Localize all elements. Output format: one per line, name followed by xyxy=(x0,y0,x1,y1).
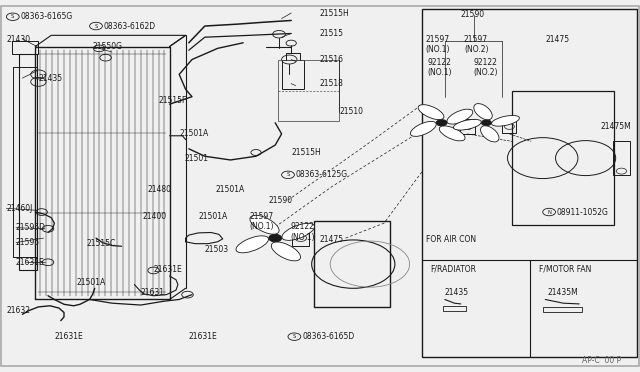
Text: 21631: 21631 xyxy=(141,288,165,296)
Text: 21515C: 21515C xyxy=(86,239,116,248)
Bar xyxy=(502,120,516,133)
Text: 21435M: 21435M xyxy=(547,288,578,296)
Bar xyxy=(422,9,637,357)
Bar xyxy=(613,141,630,175)
Text: 08363-6165D: 08363-6165D xyxy=(302,332,355,341)
Bar xyxy=(460,119,475,134)
Ellipse shape xyxy=(410,121,436,137)
Ellipse shape xyxy=(453,119,481,130)
Text: 92122: 92122 xyxy=(428,58,451,67)
Text: 08363-6165G: 08363-6165G xyxy=(20,12,73,21)
Bar xyxy=(19,54,37,270)
Text: 21480: 21480 xyxy=(147,185,172,194)
Bar xyxy=(282,60,304,89)
Text: 21515H: 21515H xyxy=(320,9,349,17)
Text: 21632: 21632 xyxy=(6,306,31,315)
Text: 08911-1052G: 08911-1052G xyxy=(557,208,609,217)
Text: 21550G: 21550G xyxy=(93,42,123,51)
Text: 21631E: 21631E xyxy=(54,332,83,341)
Text: F/RADIATOR: F/RADIATOR xyxy=(430,264,476,273)
Bar xyxy=(512,91,614,225)
Text: S: S xyxy=(11,14,15,19)
Bar xyxy=(12,41,38,54)
Ellipse shape xyxy=(250,215,279,234)
Text: (NO.2): (NO.2) xyxy=(474,68,498,77)
Bar xyxy=(314,221,390,307)
Text: 21595D: 21595D xyxy=(16,223,46,232)
Text: 21430: 21430 xyxy=(6,35,31,44)
Text: 21516: 21516 xyxy=(320,55,344,64)
Text: (NO.1): (NO.1) xyxy=(250,222,274,231)
Text: (NO.1): (NO.1) xyxy=(291,233,315,242)
Text: 92122: 92122 xyxy=(474,58,497,67)
Text: 21475M: 21475M xyxy=(600,122,631,131)
Text: 21595: 21595 xyxy=(16,238,40,247)
Ellipse shape xyxy=(271,242,301,261)
Text: 08363-6162D: 08363-6162D xyxy=(104,22,156,31)
Bar xyxy=(278,60,339,121)
Ellipse shape xyxy=(439,126,465,141)
Text: 21631E: 21631E xyxy=(189,332,218,341)
Text: 92122: 92122 xyxy=(291,222,314,231)
Ellipse shape xyxy=(282,223,314,240)
Text: 21515: 21515 xyxy=(320,29,344,38)
Text: 21503: 21503 xyxy=(205,245,229,254)
Text: N: N xyxy=(547,209,551,215)
Text: 21501A: 21501A xyxy=(215,185,244,194)
Ellipse shape xyxy=(418,105,444,120)
Text: 21475: 21475 xyxy=(545,35,570,44)
Text: 21515F: 21515F xyxy=(159,96,187,105)
Text: FOR AIR CON: FOR AIR CON xyxy=(426,235,476,244)
Circle shape xyxy=(436,120,447,126)
Text: F/MOTOR FAN: F/MOTOR FAN xyxy=(539,264,591,273)
Text: 21435: 21435 xyxy=(38,74,63,83)
Text: (NO.2): (NO.2) xyxy=(464,45,488,54)
Text: 21597: 21597 xyxy=(250,212,274,221)
Ellipse shape xyxy=(236,236,268,253)
Text: AP-C  00 P: AP-C 00 P xyxy=(582,356,621,365)
Text: 08363-6125G: 08363-6125G xyxy=(296,170,348,179)
Text: 21501A: 21501A xyxy=(198,212,228,221)
Text: 21597: 21597 xyxy=(464,35,488,44)
Circle shape xyxy=(269,234,282,242)
Ellipse shape xyxy=(474,103,492,120)
Text: 21501A: 21501A xyxy=(77,278,106,287)
Text: 21475: 21475 xyxy=(320,235,344,244)
Ellipse shape xyxy=(492,115,520,126)
Text: 21590: 21590 xyxy=(461,10,485,19)
Text: 21631E: 21631E xyxy=(154,265,182,274)
Ellipse shape xyxy=(481,126,499,142)
Text: 21460J: 21460J xyxy=(6,204,33,213)
Bar xyxy=(292,231,309,246)
Text: 21501A: 21501A xyxy=(179,129,209,138)
Text: 21510: 21510 xyxy=(339,107,364,116)
Bar xyxy=(543,307,582,312)
Ellipse shape xyxy=(447,109,473,124)
Text: S: S xyxy=(94,23,98,29)
Text: 21435: 21435 xyxy=(445,288,469,296)
Text: S: S xyxy=(286,172,290,177)
Circle shape xyxy=(481,120,492,126)
Text: (NO.1): (NO.1) xyxy=(428,68,452,77)
Text: 21597: 21597 xyxy=(426,35,450,44)
Text: 21515H: 21515H xyxy=(291,148,321,157)
Text: 21590: 21590 xyxy=(269,196,293,205)
Text: 21518: 21518 xyxy=(320,79,344,88)
Text: (NO.1): (NO.1) xyxy=(426,45,450,54)
Text: 21631E: 21631E xyxy=(16,258,45,267)
Text: 21400: 21400 xyxy=(142,212,166,221)
Bar xyxy=(443,306,466,311)
Text: 21501: 21501 xyxy=(184,154,209,163)
Text: S: S xyxy=(292,334,296,339)
